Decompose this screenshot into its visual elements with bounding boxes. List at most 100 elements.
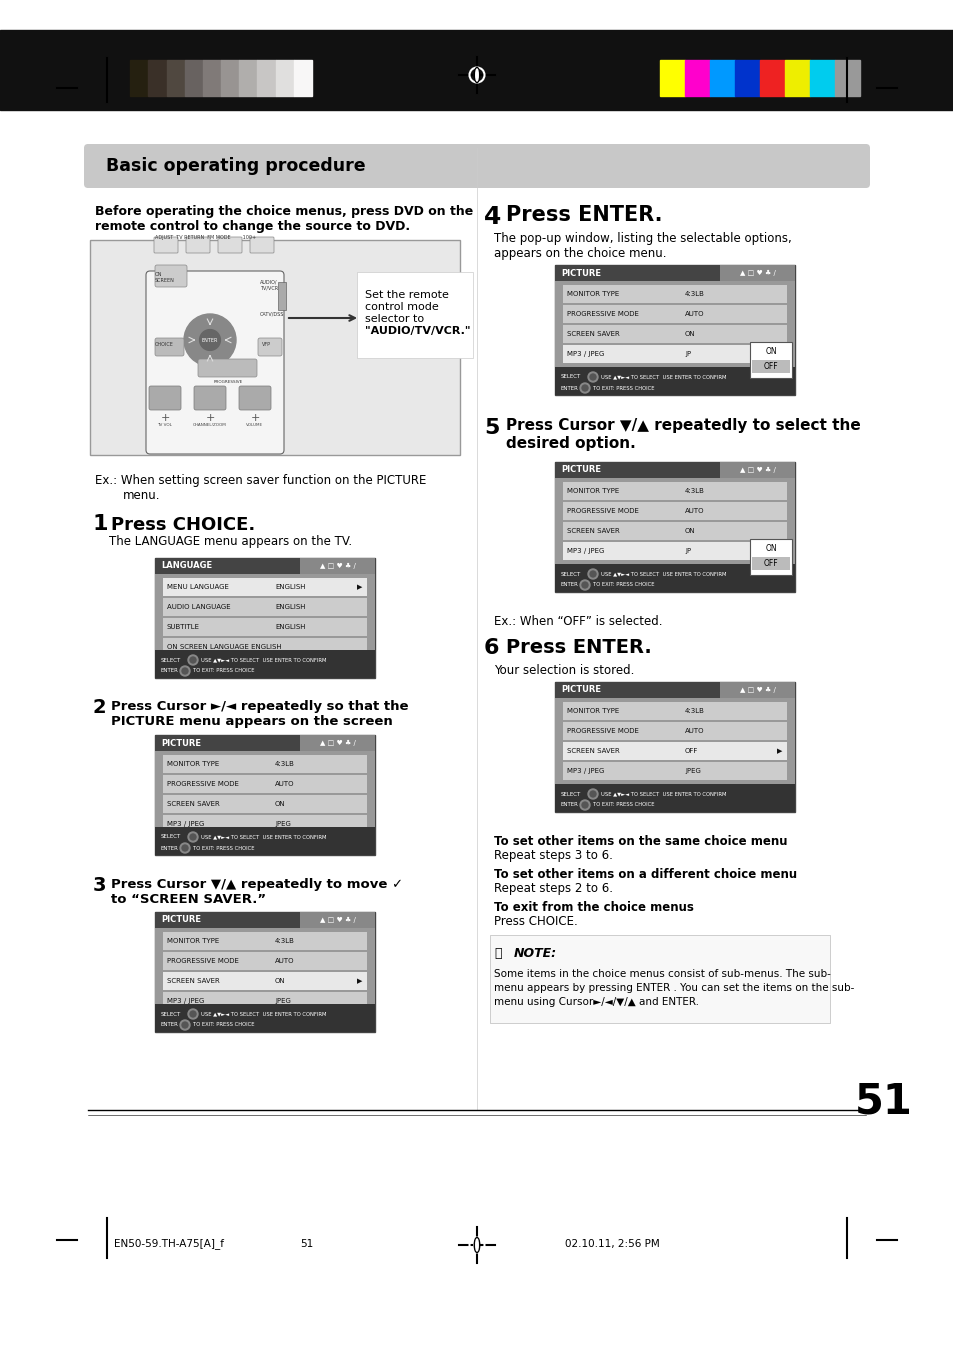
Bar <box>203 59 221 96</box>
Text: 51: 51 <box>854 1080 912 1122</box>
Text: 4:3LB: 4:3LB <box>684 708 704 714</box>
Text: ▶: ▶ <box>356 977 362 984</box>
Ellipse shape <box>474 1237 479 1252</box>
Text: +: + <box>160 412 170 423</box>
Bar <box>684 59 709 96</box>
Text: PICTURE: PICTURE <box>161 915 201 925</box>
Text: MONITOR TYPE: MONITOR TYPE <box>167 761 219 767</box>
Bar <box>163 932 367 950</box>
Text: PICTURE menu appears on the screen: PICTURE menu appears on the screen <box>111 715 393 727</box>
Text: OFF: OFF <box>763 558 778 568</box>
Bar <box>154 827 375 854</box>
Bar <box>555 698 794 784</box>
Text: ▶: ▶ <box>776 548 781 554</box>
Bar <box>163 579 367 596</box>
Text: ENTER: ENTER <box>560 583 578 588</box>
Text: +: + <box>205 412 214 423</box>
FancyBboxPatch shape <box>153 237 178 253</box>
Text: ▲ □ ♥ ♣ /: ▲ □ ♥ ♣ / <box>739 687 775 694</box>
Bar <box>163 952 367 969</box>
Text: control mode: control mode <box>365 301 438 312</box>
Text: CATV/DSS: CATV/DSS <box>260 312 284 316</box>
Circle shape <box>587 569 598 579</box>
Bar <box>751 557 789 571</box>
Text: JP: JP <box>684 352 690 357</box>
Text: MONITOR TYPE: MONITOR TYPE <box>566 291 618 297</box>
Bar <box>163 992 367 1010</box>
Text: TO EXIT: PRESS CHOICE: TO EXIT: PRESS CHOICE <box>193 1022 254 1028</box>
Bar <box>239 59 257 96</box>
Text: PICTURE: PICTURE <box>560 465 600 475</box>
Text: SCREEN SAVER: SCREEN SAVER <box>167 800 219 807</box>
Text: 4:3LB: 4:3LB <box>274 938 294 944</box>
Bar <box>154 913 375 927</box>
Text: ON
SCREEN: ON SCREEN <box>154 272 174 283</box>
Bar <box>221 59 239 96</box>
Bar <box>751 542 789 556</box>
Text: PROGRESSIVE: PROGRESSIVE <box>213 380 242 384</box>
Text: USE ▲▼►◄ TO SELECT  USE ENTER TO CONFIRM: USE ▲▼►◄ TO SELECT USE ENTER TO CONFIRM <box>600 791 726 796</box>
Text: 6: 6 <box>483 638 499 658</box>
Text: MONITOR TYPE: MONITOR TYPE <box>566 488 618 493</box>
Text: selector to: selector to <box>365 314 424 324</box>
Text: ON: ON <box>274 800 285 807</box>
Text: menu.: menu. <box>123 489 160 502</box>
Text: remote control to change the source to DVD.: remote control to change the source to D… <box>95 220 410 233</box>
Circle shape <box>180 667 190 676</box>
Text: Some items in the choice menus consist of sub-menus. The sub-: Some items in the choice menus consist o… <box>494 969 830 979</box>
Text: SCREEN SAVER: SCREEN SAVER <box>566 748 619 754</box>
FancyBboxPatch shape <box>250 237 274 253</box>
FancyBboxPatch shape <box>84 145 869 188</box>
Bar <box>562 285 786 303</box>
Text: ENTER: ENTER <box>161 1022 178 1028</box>
Text: 📋: 📋 <box>494 946 501 960</box>
Bar <box>555 265 794 395</box>
Text: SCREEN SAVER: SCREEN SAVER <box>566 331 619 337</box>
Text: Before operating the choice menus, press DVD on the: Before operating the choice menus, press… <box>95 206 473 218</box>
Bar <box>562 502 786 521</box>
Text: ENGLISH: ENGLISH <box>274 604 305 610</box>
Ellipse shape <box>474 68 479 82</box>
Text: SELECT: SELECT <box>161 1011 181 1017</box>
Bar <box>760 59 784 96</box>
FancyBboxPatch shape <box>193 387 226 410</box>
Text: JPEG: JPEG <box>274 821 291 827</box>
Text: ON SCREEN LANGUAGE ENGLISH: ON SCREEN LANGUAGE ENGLISH <box>167 644 281 650</box>
Bar <box>163 795 367 813</box>
FancyBboxPatch shape <box>154 338 184 356</box>
Text: Set the remote: Set the remote <box>365 289 449 300</box>
Circle shape <box>184 314 235 366</box>
Bar <box>734 59 760 96</box>
Bar <box>562 345 786 362</box>
Text: AUTO: AUTO <box>684 311 703 316</box>
FancyBboxPatch shape <box>257 338 282 356</box>
Text: TO EXIT: PRESS CHOICE: TO EXIT: PRESS CHOICE <box>593 385 654 391</box>
Text: OFF: OFF <box>763 362 778 370</box>
Bar <box>720 265 794 281</box>
Bar <box>562 324 786 343</box>
Circle shape <box>579 580 589 589</box>
Text: JPEG: JPEG <box>684 768 700 773</box>
Bar <box>490 936 829 1023</box>
Text: SELECT: SELECT <box>560 572 580 576</box>
Bar <box>130 59 149 96</box>
Text: PROGRESSIVE MODE: PROGRESSIVE MODE <box>167 959 238 964</box>
Bar <box>294 59 312 96</box>
Text: CHANNEL/ZOOM: CHANNEL/ZOOM <box>193 423 227 427</box>
Text: ENTER: ENTER <box>202 338 218 342</box>
Circle shape <box>581 385 587 391</box>
Circle shape <box>188 831 198 842</box>
Text: USE ▲▼►◄ TO SELECT  USE ENTER TO CONFIRM: USE ▲▼►◄ TO SELECT USE ENTER TO CONFIRM <box>600 375 726 380</box>
Text: AUTO: AUTO <box>684 727 703 734</box>
Text: Your selection is stored.: Your selection is stored. <box>494 664 634 677</box>
Text: Repeat steps 2 to 6.: Repeat steps 2 to 6. <box>494 882 613 895</box>
Text: PICTURE: PICTURE <box>560 269 600 277</box>
Bar <box>0 30 953 110</box>
Text: PROGRESSIVE MODE: PROGRESSIVE MODE <box>566 311 639 316</box>
Bar <box>112 59 130 96</box>
Text: To set other items on a different choice menu: To set other items on a different choice… <box>494 868 797 882</box>
Text: PICTURE: PICTURE <box>560 685 600 695</box>
Bar <box>154 558 375 677</box>
FancyBboxPatch shape <box>198 360 256 377</box>
Bar <box>275 59 294 96</box>
